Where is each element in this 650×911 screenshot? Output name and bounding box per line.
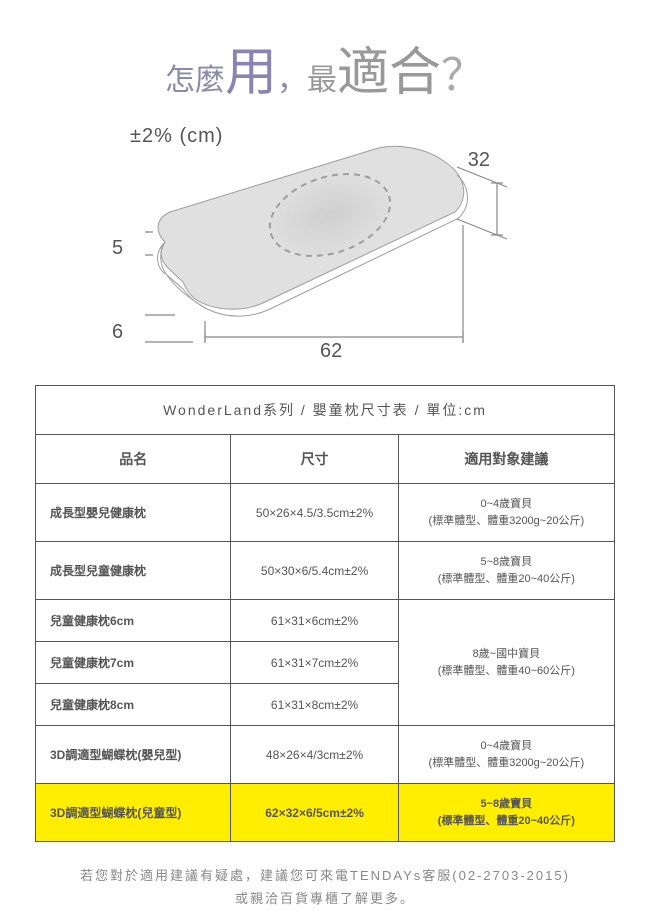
- table-row: 3D調適型蝴蝶枕(兒童型)62×32×6/5cm±2%5~8歲寶貝(標準體型、體…: [36, 784, 615, 842]
- cell-name: 3D調適型蝴蝶枕(兒童型): [36, 784, 231, 842]
- table-row: 成長型嬰兒健康枕50×26×4.5/3.5cm±2%0~4歲寶貝(標準體型、體重…: [36, 484, 615, 542]
- table-body: 成長型嬰兒健康枕50×26×4.5/3.5cm±2%0~4歲寶貝(標準體型、體重…: [36, 484, 615, 842]
- table-row: 兒童健康枕6cm61×31×6cm±2%8歲~國中寶貝(標準體型、體重40~60…: [36, 600, 615, 642]
- size-table: WonderLand系列 / 嬰童枕尺寸表 / 單位:cm 品名 尺寸 適用對象…: [35, 385, 615, 842]
- cell-size: 61×31×8cm±2%: [231, 684, 398, 726]
- footer-line2: 或親洽百貨專櫃了解更多。: [30, 887, 620, 910]
- title-question: ？: [441, 51, 485, 100]
- title-comma: ，: [277, 64, 307, 97]
- header-size: 尺寸: [231, 435, 398, 484]
- cell-size: 62×32×6/5cm±2%: [231, 784, 398, 842]
- cell-name: 成長型嬰兒健康枕: [36, 484, 231, 542]
- table-title: WonderLand系列 / 嬰童枕尺寸表 / 單位:cm: [36, 386, 615, 435]
- table-header-row: 品名 尺寸 適用對象建議: [36, 435, 615, 484]
- table-row: 成長型兒童健康枕50×30×6/5.4cm±2%5~8歲寶貝(標準體型、體重20…: [36, 542, 615, 600]
- cell-target: 5~8歲寶貝(標準體型、體重20~40公斤): [398, 542, 614, 600]
- title-part2: 用: [225, 44, 277, 102]
- table-row: 3D調適型蝴蝶枕(嬰兒型)48×26×4/3cm±2%0~4歲寶貝(標準體型、體…: [36, 726, 615, 784]
- title-part4: 適合: [337, 44, 441, 102]
- dim-width-label: 32: [468, 149, 490, 172]
- cell-size: 50×26×4.5/3.5cm±2%: [231, 484, 398, 542]
- cell-target: 0~4歲寶貝(標準體型、體重3200g~20公斤): [398, 484, 614, 542]
- cell-size: 50×30×6/5.4cm±2%: [231, 542, 398, 600]
- table-title-row: WonderLand系列 / 嬰童枕尺寸表 / 單位:cm: [36, 386, 615, 435]
- footer-line1: 若您對於適用建議有疑處，建議您可來電TENDAYs客服(02-2703-2015…: [30, 864, 620, 887]
- title-part1: 怎麼: [165, 64, 225, 97]
- cell-name: 兒童健康枕8cm: [36, 684, 231, 726]
- dim-h1-label: 5: [112, 237, 123, 260]
- cell-name: 3D調適型蝴蝶枕(嬰兒型): [36, 726, 231, 784]
- cell-name: 兒童健康枕7cm: [36, 642, 231, 684]
- dim-h2-label: 6: [112, 321, 123, 344]
- title-part3: 最: [307, 64, 337, 97]
- cell-size: 61×31×7cm±2%: [231, 642, 398, 684]
- pillow-illustration: [145, 137, 515, 347]
- dim-length-label: 62: [320, 340, 342, 363]
- header-name: 品名: [36, 435, 231, 484]
- footer-note: 若您對於適用建議有疑處，建議您可來電TENDAYs客服(02-2703-2015…: [30, 864, 620, 911]
- cell-target: 0~4歲寶貝(標準體型、體重3200g~20公斤): [398, 726, 614, 784]
- cell-target: 5~8歲寶貝(標準體型、體重20~40公斤): [398, 784, 614, 842]
- dimension-diagram: ±2% (cm): [30, 125, 620, 375]
- cell-target: 8歲~國中寶貝(標準體型、體重40~60公斤): [398, 600, 614, 726]
- page-title: 怎麼用，最適合？: [30, 30, 620, 105]
- header-target: 適用對象建議: [398, 435, 614, 484]
- cell-size: 61×31×6cm±2%: [231, 600, 398, 642]
- cell-size: 48×26×4/3cm±2%: [231, 726, 398, 784]
- cell-name: 成長型兒童健康枕: [36, 542, 231, 600]
- cell-name: 兒童健康枕6cm: [36, 600, 231, 642]
